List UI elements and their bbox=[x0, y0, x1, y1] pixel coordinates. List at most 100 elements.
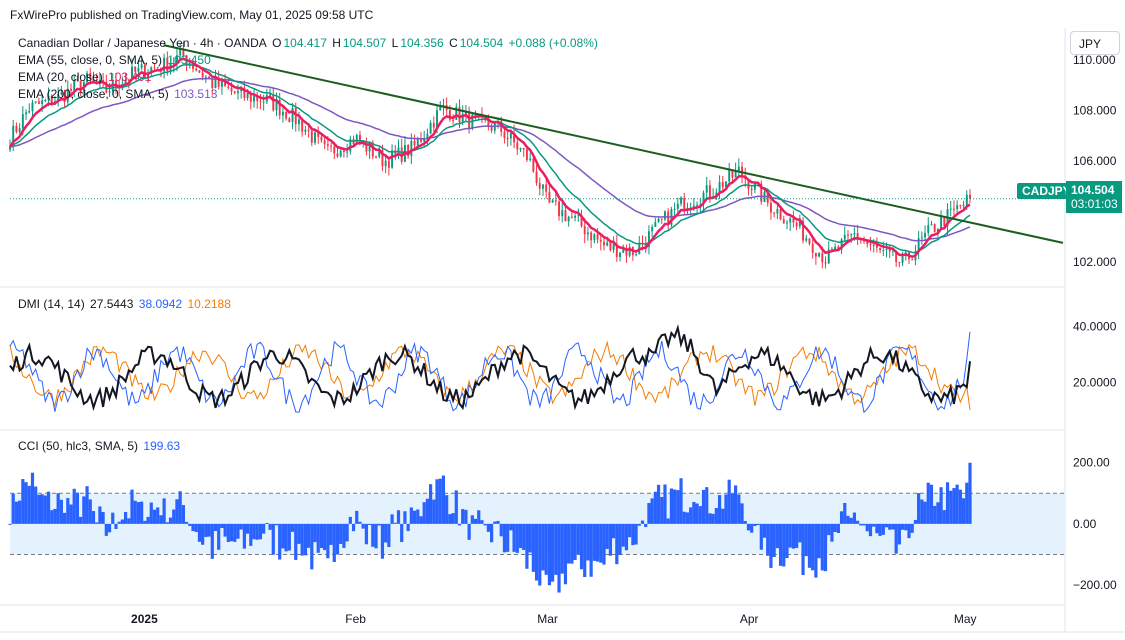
candle bbox=[805, 234, 808, 243]
cci-legend[interactable]: CCI (50, hlc3, SMA, 5) 199.63 bbox=[18, 439, 182, 453]
currency-button[interactable]: JPY bbox=[1070, 31, 1120, 55]
cci-bar bbox=[43, 495, 47, 524]
candle-body bbox=[863, 240, 866, 242]
candle-body bbox=[60, 92, 63, 95]
candle-body bbox=[166, 57, 169, 72]
cci-bar bbox=[955, 484, 959, 524]
candle-body bbox=[455, 106, 458, 120]
candle-body bbox=[127, 79, 130, 81]
cci-bar bbox=[750, 523, 754, 533]
cci-bar bbox=[547, 523, 551, 586]
cci-bar bbox=[85, 486, 89, 524]
candle bbox=[647, 225, 650, 255]
candle-body bbox=[458, 106, 461, 123]
candle-body bbox=[554, 200, 557, 202]
cci-bar bbox=[88, 499, 92, 524]
time-tick-label: Mar bbox=[537, 612, 558, 626]
candle-body bbox=[657, 218, 660, 222]
cci-bar bbox=[454, 490, 458, 524]
time-tick-label: Apr bbox=[740, 612, 759, 626]
cci-bar bbox=[753, 523, 757, 527]
cci-bar bbox=[53, 508, 57, 524]
cci-bar bbox=[448, 514, 452, 524]
candle-body bbox=[89, 73, 92, 79]
cci-bar bbox=[168, 517, 173, 524]
cci-bar bbox=[268, 523, 272, 530]
candle-body bbox=[940, 216, 943, 229]
cci-bar bbox=[782, 523, 786, 567]
cci-bar bbox=[965, 482, 969, 524]
candle-body bbox=[718, 182, 721, 193]
high-label: H bbox=[332, 36, 341, 50]
candle-body bbox=[153, 67, 156, 69]
cci-bar bbox=[50, 510, 54, 524]
candle-body bbox=[561, 210, 564, 217]
ema55-legend[interactable]: EMA (55, close, 0, SMA, 5) 103.450 bbox=[18, 53, 213, 67]
cci-bar bbox=[589, 523, 593, 577]
candle-body bbox=[692, 205, 695, 208]
cci-bar bbox=[595, 523, 600, 562]
candle bbox=[131, 58, 133, 81]
candle-body bbox=[834, 246, 837, 250]
cci-bar bbox=[194, 523, 198, 533]
cci-bar bbox=[69, 504, 73, 524]
cci-bar bbox=[409, 507, 413, 524]
cci-bar bbox=[480, 520, 484, 524]
candle bbox=[927, 217, 930, 237]
candle bbox=[651, 224, 654, 238]
candle-body bbox=[21, 114, 24, 129]
candle-body bbox=[882, 250, 885, 252]
candle-body bbox=[924, 232, 927, 238]
candle-body bbox=[551, 200, 554, 203]
candle-body bbox=[217, 77, 220, 87]
candle bbox=[599, 235, 602, 251]
candle-body bbox=[201, 72, 204, 78]
cci-bar bbox=[252, 523, 256, 540]
candle-body bbox=[525, 149, 528, 160]
cci-bar bbox=[464, 509, 468, 524]
candle-body bbox=[747, 178, 750, 189]
ema200-legend[interactable]: EMA (200, close, 0, SMA, 5) 103.513 bbox=[18, 87, 219, 101]
ema20-legend[interactable]: EMA (20, close) 103.491 bbox=[18, 70, 153, 84]
candle bbox=[603, 237, 605, 251]
candle-body bbox=[583, 226, 586, 235]
close-value: 104.504 bbox=[459, 36, 504, 50]
cci-bar bbox=[467, 523, 471, 540]
candle bbox=[532, 156, 535, 173]
candle-body bbox=[227, 86, 230, 88]
candle-body bbox=[452, 119, 455, 121]
candle-body bbox=[355, 135, 358, 145]
candle-body bbox=[73, 80, 76, 91]
dmi-legend[interactable]: DMI (14, 14) 27.5443 38.0942 10.2188 bbox=[18, 297, 233, 311]
main-legend[interactable]: Canadian Dollar / Japanese Yen · 4h · OA… bbox=[18, 36, 600, 50]
cci-bar bbox=[968, 462, 972, 524]
cci-bar bbox=[239, 523, 243, 530]
candle bbox=[818, 252, 821, 258]
candle bbox=[959, 204, 962, 209]
candle-body bbox=[969, 194, 971, 199]
candle bbox=[715, 188, 718, 200]
cci-bar bbox=[79, 516, 83, 524]
cci-bar bbox=[130, 489, 134, 524]
cci-bar bbox=[759, 523, 763, 550]
candle bbox=[233, 91, 236, 95]
candle bbox=[911, 258, 914, 261]
candle-body bbox=[850, 234, 853, 236]
candle-body bbox=[509, 133, 512, 139]
candle-body bbox=[673, 208, 676, 210]
cci-bar bbox=[811, 523, 815, 571]
cci-bar bbox=[907, 523, 911, 539]
candle-body bbox=[57, 94, 60, 102]
candle-body bbox=[869, 243, 872, 246]
cci-bar bbox=[133, 500, 137, 524]
candle-body bbox=[285, 111, 288, 119]
candle-body bbox=[147, 73, 150, 78]
cci-bar bbox=[361, 523, 365, 529]
candle-body bbox=[342, 150, 345, 152]
candle bbox=[593, 232, 596, 244]
candle-body bbox=[888, 248, 891, 252]
candle-body bbox=[856, 233, 859, 239]
candle-body bbox=[760, 183, 763, 202]
candle-body bbox=[416, 138, 419, 146]
